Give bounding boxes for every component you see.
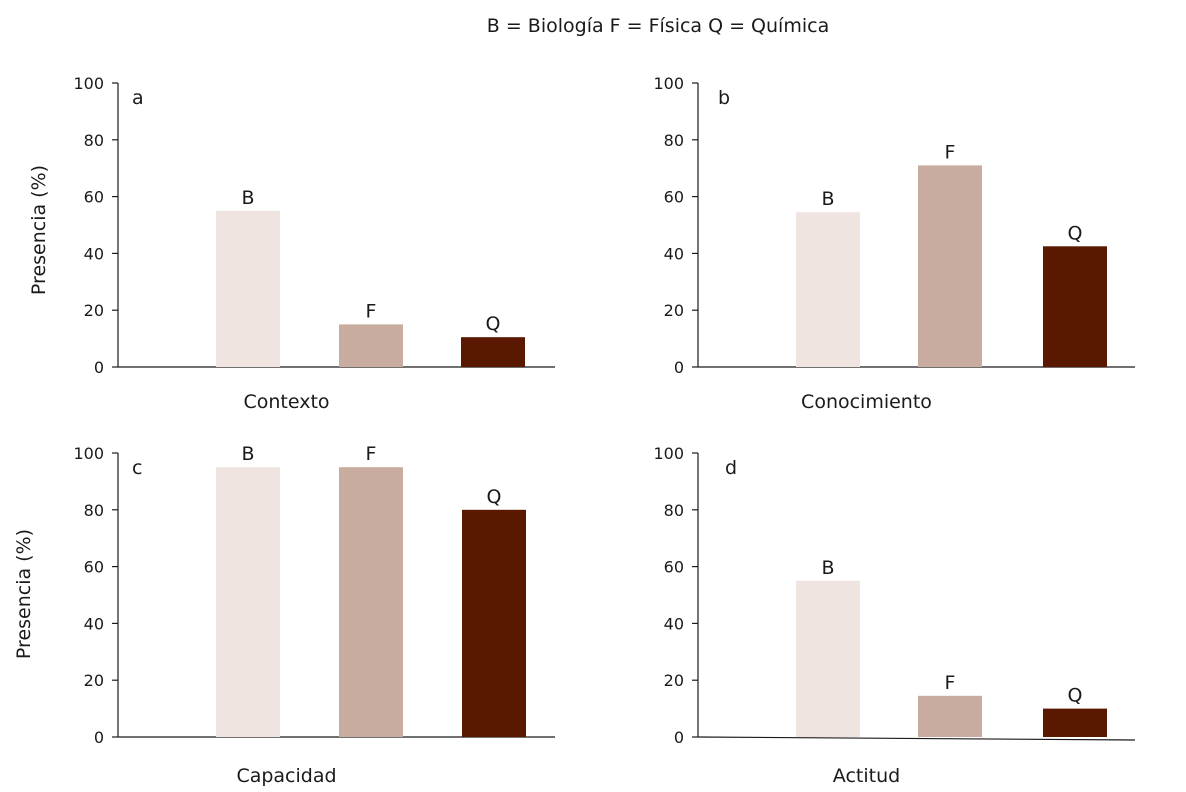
panel-letter: a xyxy=(132,87,144,109)
bar-F xyxy=(918,695,982,737)
chart-panel-c: 0 20 40 60 80 100 c B F Q Capacidad Presencia (%) xyxy=(13,443,555,787)
bar-category-label: B xyxy=(241,187,254,209)
y-tick-label: 40 xyxy=(664,614,684,633)
bar-category-label: Q xyxy=(1068,222,1083,244)
y-tick-label: 40 xyxy=(84,244,104,263)
bar-B xyxy=(216,467,280,737)
panel-letter: b xyxy=(718,87,730,109)
chart-panel-d: 0 20 40 60 80 100 d B F Q Actitud xyxy=(653,444,1136,787)
y-tick-label: 100 xyxy=(653,444,684,463)
bar-category-label: F xyxy=(945,141,956,163)
bar-category-label: Q xyxy=(1068,685,1083,707)
y-tick-label: 40 xyxy=(664,244,684,263)
bar-category-label: F xyxy=(366,443,377,465)
y-tick-label: 20 xyxy=(664,671,684,690)
chart-panel-a: 0 20 40 60 80 100 a B F Q Contexto Presencia (%) xyxy=(28,74,555,413)
bar-B xyxy=(796,580,860,737)
y-tick-label: 0 xyxy=(674,728,684,747)
y-tick-label: 80 xyxy=(664,501,684,520)
x-axis-label: Conocimiento xyxy=(801,391,932,413)
y-axis-label: Presencia (%) xyxy=(28,165,50,295)
y-tick-label: 80 xyxy=(84,501,104,520)
bar-F xyxy=(339,324,403,367)
bar-Q xyxy=(461,337,525,367)
bar-Q xyxy=(1043,708,1107,737)
y-tick-label: 0 xyxy=(674,358,684,377)
y-tick-label: 100 xyxy=(653,74,684,93)
chart-panel-b: 0 20 40 60 80 100 b B F Q Conocimiento xyxy=(653,74,1135,413)
panel-letter: d xyxy=(725,457,737,479)
y-tick-label: 100 xyxy=(73,444,104,463)
bar-category-label: F xyxy=(366,300,377,322)
legend-text: B = Biología F = Física Q = Química xyxy=(487,15,829,37)
y-tick-label: 0 xyxy=(94,728,104,747)
x-axis-line xyxy=(697,736,1136,741)
bar-B xyxy=(216,210,280,367)
y-tick-label: 60 xyxy=(664,558,684,577)
bar-F xyxy=(339,467,403,737)
panels: 0 20 40 60 80 100 a B F Q Contexto Presencia (%) 0 20… xyxy=(13,74,1136,787)
y-tick-label: 80 xyxy=(84,131,104,150)
y-tick-label: 20 xyxy=(664,301,684,320)
y-tick-label: 100 xyxy=(73,74,104,93)
bar-Q xyxy=(1043,246,1107,367)
bar-category-label: Q xyxy=(487,486,502,508)
y-axis-label: Presencia (%) xyxy=(13,529,35,659)
x-axis-label: Capacidad xyxy=(236,765,336,787)
y-tick-label: 20 xyxy=(84,671,104,690)
y-tick-label: 60 xyxy=(84,558,104,577)
y-tick-label: 20 xyxy=(84,301,104,320)
bar-category-label: F xyxy=(945,672,956,694)
y-tick-label: 0 xyxy=(94,358,104,377)
bar-F xyxy=(918,165,982,367)
bar-Q xyxy=(462,509,526,737)
y-tick-label: 60 xyxy=(664,188,684,207)
bar-category-label: B xyxy=(821,188,834,210)
bar-B xyxy=(796,212,860,367)
bar-category-label: B xyxy=(821,557,834,579)
y-tick-label: 80 xyxy=(664,131,684,150)
x-axis-label: Actitud xyxy=(833,765,900,787)
y-tick-label: 40 xyxy=(84,614,104,633)
y-tick-label: 60 xyxy=(84,188,104,207)
bar-category-label: B xyxy=(241,443,254,465)
x-axis-label: Contexto xyxy=(243,391,329,413)
bar-category-label: Q xyxy=(486,313,501,335)
panel-letter: c xyxy=(132,457,142,479)
